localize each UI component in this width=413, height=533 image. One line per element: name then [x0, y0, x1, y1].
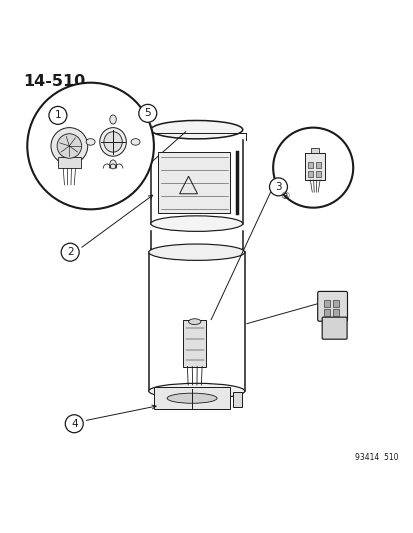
Ellipse shape [86, 139, 95, 145]
Text: 4: 4 [71, 419, 77, 429]
Bar [311, 149, 318, 154]
Bar [158, 152, 230, 213]
Bar [323, 309, 330, 316]
Bar [153, 387, 230, 409]
Ellipse shape [167, 393, 216, 403]
Bar [58, 157, 81, 168]
Circle shape [27, 83, 154, 209]
Circle shape [61, 243, 79, 261]
Bar [307, 171, 313, 176]
Ellipse shape [131, 139, 140, 145]
Ellipse shape [150, 216, 242, 231]
Ellipse shape [148, 383, 244, 399]
Text: 1: 1 [55, 110, 61, 120]
Bar [183, 320, 206, 367]
Circle shape [269, 178, 287, 196]
Bar [332, 309, 339, 316]
Ellipse shape [100, 127, 126, 156]
Text: 14-510: 14-510 [23, 74, 85, 88]
Circle shape [57, 134, 81, 158]
Circle shape [138, 104, 157, 122]
Text: 93414  510: 93414 510 [355, 453, 398, 462]
Ellipse shape [148, 244, 244, 261]
Bar [307, 161, 313, 168]
Bar [323, 300, 330, 306]
Ellipse shape [188, 319, 200, 325]
Circle shape [273, 127, 352, 208]
Text: ③: ③ [279, 191, 289, 201]
Circle shape [65, 415, 83, 433]
Ellipse shape [150, 120, 242, 139]
Circle shape [51, 127, 88, 164]
Bar [232, 392, 242, 407]
Ellipse shape [109, 115, 116, 124]
Text: 3: 3 [275, 182, 281, 192]
Bar [315, 161, 320, 168]
Ellipse shape [109, 160, 116, 169]
Text: 5: 5 [144, 108, 151, 118]
Circle shape [49, 107, 67, 124]
Bar [315, 171, 320, 176]
FancyBboxPatch shape [317, 292, 347, 321]
Text: 2: 2 [66, 247, 73, 257]
Ellipse shape [104, 132, 122, 152]
Bar [304, 154, 325, 180]
Bar [332, 300, 339, 306]
FancyBboxPatch shape [321, 317, 346, 339]
